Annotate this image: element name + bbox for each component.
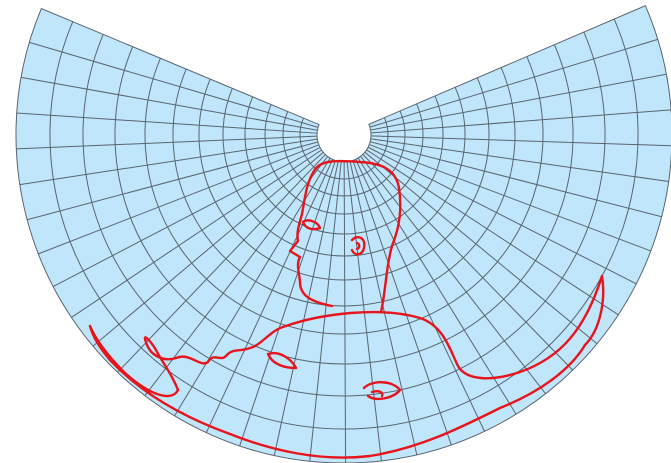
meridian	[27, 141, 319, 221]
meridian	[369, 144, 651, 252]
meridian	[205, 159, 334, 433]
hand	[266, 351, 298, 370]
meridian	[239, 160, 336, 447]
meridian	[52, 147, 321, 288]
meridian	[273, 161, 339, 456]
meridian	[357, 157, 517, 415]
meridian	[38, 144, 320, 255]
meridian	[360, 155, 546, 395]
body-detail	[362, 381, 402, 401]
meridian	[117, 154, 326, 373]
meridian	[144, 156, 329, 396]
meridian	[71, 149, 322, 318]
meridian	[16, 112, 318, 134]
meridian	[309, 161, 342, 462]
ear	[350, 236, 366, 256]
meridian	[349, 161, 418, 455]
meridian	[355, 159, 486, 432]
meridian	[29, 41, 319, 128]
left-arm	[143, 324, 288, 392]
meridian	[364, 151, 598, 345]
meridian	[370, 109, 671, 134]
meridian	[19, 138, 318, 186]
meridian	[92, 151, 324, 347]
meridian	[21, 76, 318, 131]
meridian	[352, 160, 452, 446]
shoulders	[284, 274, 605, 380]
meridian	[370, 141, 662, 218]
meridian	[370, 73, 667, 131]
meridian	[370, 138, 669, 183]
red-drawing	[88, 159, 605, 459]
meridian	[370, 135, 671, 147]
lower-outline	[88, 324, 587, 459]
graticule	[15, 5, 671, 463]
eye	[301, 219, 322, 231]
meridian	[369, 38, 658, 128]
meridian	[362, 154, 574, 371]
meridian	[16, 135, 318, 150]
meridian	[366, 149, 619, 316]
meridian	[367, 146, 637, 285]
head-outline	[288, 159, 402, 314]
